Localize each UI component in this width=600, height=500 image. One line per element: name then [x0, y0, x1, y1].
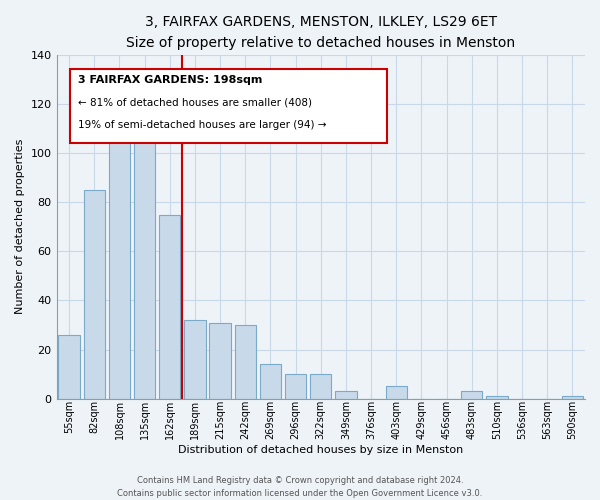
Text: 19% of semi-detached houses are larger (94) →: 19% of semi-detached houses are larger (… [77, 120, 326, 130]
Bar [83, 190, 105, 398]
Text: Contains HM Land Registry data © Crown copyright and database right 2024.
Contai: Contains HM Land Registry data © Crown c… [118, 476, 482, 498]
Bar [109, 131, 130, 398]
Bar [285, 374, 307, 398]
Y-axis label: Number of detached properties: Number of detached properties [15, 139, 25, 314]
Bar [58, 335, 80, 398]
X-axis label: Distribution of detached houses by size in Menston: Distribution of detached houses by size … [178, 445, 463, 455]
Title: 3, FAIRFAX GARDENS, MENSTON, ILKLEY, LS29 6ET
Size of property relative to detac: 3, FAIRFAX GARDENS, MENSTON, ILKLEY, LS2… [126, 15, 515, 50]
Text: ← 81% of detached houses are smaller (408): ← 81% of detached houses are smaller (40… [77, 97, 311, 107]
Bar [486, 396, 508, 398]
Bar [310, 374, 331, 398]
Bar [184, 320, 206, 398]
Bar [461, 392, 482, 398]
Bar [209, 322, 231, 398]
FancyBboxPatch shape [70, 68, 387, 142]
Bar [562, 396, 583, 398]
Bar [335, 392, 356, 398]
Bar [134, 138, 155, 398]
Text: 3 FAIRFAX GARDENS: 198sqm: 3 FAIRFAX GARDENS: 198sqm [77, 75, 262, 85]
Bar [260, 364, 281, 398]
Bar [235, 325, 256, 398]
Bar [386, 386, 407, 398]
Bar [159, 214, 181, 398]
